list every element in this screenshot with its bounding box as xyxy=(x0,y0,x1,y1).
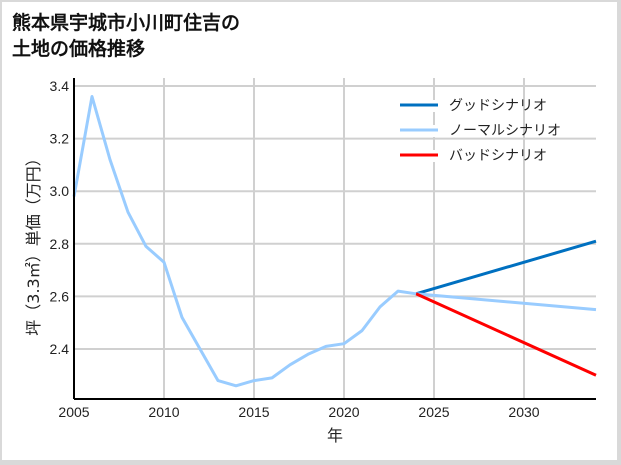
chart-frame xyxy=(2,2,617,460)
series-line xyxy=(72,95,417,388)
y-tick-label: 2.4 xyxy=(50,341,70,357)
x-tick-label: 2030 xyxy=(508,404,539,420)
series-line xyxy=(415,239,597,296)
chart-title-line-1: 熊本県宇城市小川町住吉の xyxy=(12,12,241,34)
series-line xyxy=(415,292,597,312)
legend-label: ノーマルシナリオ xyxy=(449,123,561,139)
x-tick-label: 2010 xyxy=(148,404,179,420)
grid-lines xyxy=(74,78,596,399)
tick-labels: 2.4 2.6 2.8 3.0 3.2 3.4 2005 2010 2015 2020 2025 20… xyxy=(50,78,540,420)
x-axis-label: 年 xyxy=(327,426,343,445)
data-lines xyxy=(72,95,597,388)
y-tick-label: 2.8 xyxy=(50,236,70,252)
chart-title-line-2: 土地の価格推移 xyxy=(12,38,146,60)
y-tick-label: 3.4 xyxy=(50,78,70,94)
chart-title: 熊本県宇城市小川町住吉の 土地の価格推移 xyxy=(12,10,240,62)
x-tick-label: 2005 xyxy=(58,404,89,420)
y-tick-label: 3.0 xyxy=(50,183,70,199)
x-tick-label: 2015 xyxy=(238,404,269,420)
y-axis-label: 坪（3.3㎡）単価（万円） xyxy=(24,150,43,335)
y-tick-label: 3.2 xyxy=(50,131,70,147)
legend-label: バッドシナリオ xyxy=(449,148,547,164)
series-line xyxy=(415,292,597,377)
x-tick-label: 2020 xyxy=(328,404,359,420)
x-tick-label: 2025 xyxy=(418,404,449,420)
axes xyxy=(73,78,596,400)
y-tick-label: 2.6 xyxy=(50,288,70,304)
legend-label: グッドシナリオ xyxy=(449,98,547,114)
